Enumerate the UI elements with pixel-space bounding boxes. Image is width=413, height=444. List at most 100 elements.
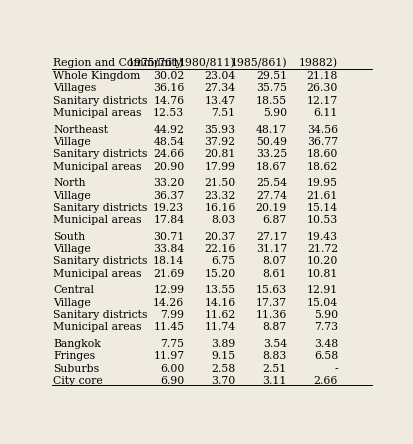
Text: 27.17: 27.17 [256,232,287,242]
Text: Fringes: Fringes [53,351,95,361]
Text: 30.71: 30.71 [153,232,185,242]
Text: Municipal areas: Municipal areas [53,162,142,171]
Text: 13.55: 13.55 [204,285,236,296]
Text: 15.20: 15.20 [204,269,236,279]
Text: 21.61: 21.61 [307,190,338,201]
Text: Sanitary districts: Sanitary districts [53,149,147,159]
Text: 19.23: 19.23 [153,203,185,213]
Text: 10.53: 10.53 [307,215,338,225]
Text: 5.90: 5.90 [314,310,338,320]
Text: 11.62: 11.62 [204,310,236,320]
Text: 48.17: 48.17 [256,125,287,135]
Text: 11.36: 11.36 [256,310,287,320]
Text: 35.93: 35.93 [204,125,236,135]
Text: 11.45: 11.45 [153,322,185,333]
Text: Central: Central [53,285,94,296]
Text: 3.11: 3.11 [263,376,287,386]
Text: 12.99: 12.99 [153,285,185,296]
Text: Village: Village [53,244,91,254]
Text: 8.87: 8.87 [263,322,287,333]
Text: 15.04: 15.04 [307,298,338,308]
Text: 13.47: 13.47 [204,95,236,106]
Text: 50.49: 50.49 [256,137,287,147]
Text: 8.03: 8.03 [211,215,236,225]
Text: 44.92: 44.92 [154,125,185,135]
Text: 23.04: 23.04 [204,71,236,81]
Text: 8.83: 8.83 [263,351,287,361]
Text: Bangkok: Bangkok [53,339,101,349]
Text: 35.75: 35.75 [256,83,287,93]
Text: 8.07: 8.07 [263,257,287,266]
Text: 7.73: 7.73 [314,322,338,333]
Text: 27.74: 27.74 [256,190,287,201]
Text: 9.15: 9.15 [211,351,236,361]
Text: 3.54: 3.54 [263,339,287,349]
Text: 1975/761): 1975/761) [128,59,185,69]
Text: Municipal areas: Municipal areas [53,322,142,333]
Text: 6.75: 6.75 [211,257,236,266]
Text: 6.11: 6.11 [314,108,338,118]
Text: 10.81: 10.81 [307,269,338,279]
Text: Villages: Villages [53,83,97,93]
Text: 29.51: 29.51 [256,71,287,81]
Text: 12.17: 12.17 [307,95,338,106]
Text: Sanitary districts: Sanitary districts [53,95,147,106]
Text: City core: City core [53,376,103,386]
Text: 33.20: 33.20 [153,178,185,188]
Text: 5.90: 5.90 [263,108,287,118]
Text: 20.19: 20.19 [256,203,287,213]
Text: 25.54: 25.54 [256,178,287,188]
Text: 18.55: 18.55 [256,95,287,106]
Text: 2.66: 2.66 [314,376,338,386]
Text: 21.50: 21.50 [204,178,236,188]
Text: Sanitary districts: Sanitary districts [53,203,147,213]
Text: 30.02: 30.02 [153,71,185,81]
Text: 21.72: 21.72 [307,244,338,254]
Text: 20.90: 20.90 [153,162,185,171]
Text: 18.62: 18.62 [307,162,338,171]
Text: 33.84: 33.84 [153,244,185,254]
Text: 24.66: 24.66 [153,149,185,159]
Text: 16.16: 16.16 [204,203,236,213]
Text: 36.16: 36.16 [153,83,185,93]
Text: 14.16: 14.16 [204,298,236,308]
Text: 6.90: 6.90 [160,376,185,386]
Text: 36.77: 36.77 [307,137,338,147]
Text: 22.16: 22.16 [204,244,236,254]
Text: 2.58: 2.58 [211,364,236,374]
Text: Village: Village [53,190,91,201]
Text: 7.51: 7.51 [211,108,236,118]
Text: 19.43: 19.43 [307,232,338,242]
Text: 33.25: 33.25 [256,149,287,159]
Text: Whole Kingdom: Whole Kingdom [53,71,140,81]
Text: 7.99: 7.99 [161,310,185,320]
Text: 36.37: 36.37 [153,190,185,201]
Text: 6.58: 6.58 [314,351,338,361]
Text: 20.81: 20.81 [204,149,236,159]
Text: 6.00: 6.00 [160,364,185,374]
Text: 27.34: 27.34 [204,83,236,93]
Text: 3.89: 3.89 [211,339,236,349]
Text: Municipal areas: Municipal areas [53,215,142,225]
Text: 48.54: 48.54 [154,137,185,147]
Text: North: North [53,178,86,188]
Text: 1985/861): 1985/861) [230,59,287,69]
Text: Municipal areas: Municipal areas [53,108,142,118]
Text: 3.48: 3.48 [314,339,338,349]
Text: Sanitary districts: Sanitary districts [53,257,147,266]
Text: 26.30: 26.30 [307,83,338,93]
Text: 21.18: 21.18 [307,71,338,81]
Text: Village: Village [53,137,91,147]
Text: South: South [53,232,85,242]
Text: Village: Village [53,298,91,308]
Text: Sanitary districts: Sanitary districts [53,310,147,320]
Text: 19882): 19882) [299,59,338,69]
Text: 7.75: 7.75 [161,339,185,349]
Text: Region and Community: Region and Community [53,59,182,68]
Text: Suburbs: Suburbs [53,364,100,374]
Text: 19.95: 19.95 [307,178,338,188]
Text: 6.87: 6.87 [263,215,287,225]
Text: 15.63: 15.63 [256,285,287,296]
Text: 12.53: 12.53 [153,108,185,118]
Text: 37.92: 37.92 [204,137,236,147]
